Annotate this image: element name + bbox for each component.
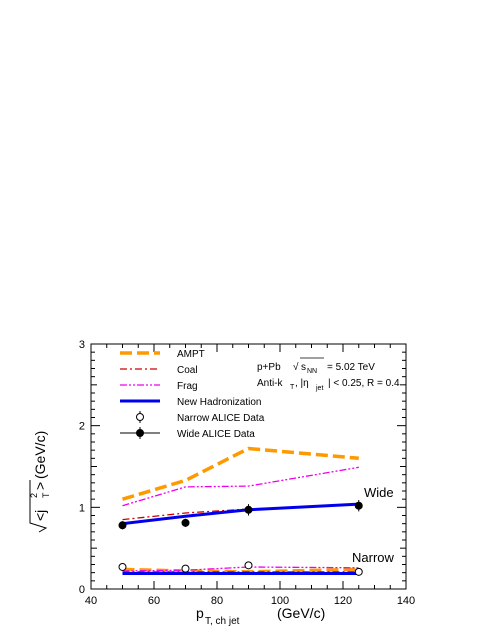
x-axis-title: p T, ch jet (GeV/c) bbox=[196, 605, 325, 627]
series-line-frag-wide bbox=[122, 466, 359, 507]
x-tick-label: 140 bbox=[397, 595, 415, 607]
point-narrow-data bbox=[244, 561, 253, 570]
y-axis-title: <j 2 T > (GeV/c) bbox=[29, 431, 51, 533]
legend-marker-narrow bbox=[136, 413, 144, 421]
legend-label-wide-data: Wide ALICE Data bbox=[177, 429, 255, 440]
legend-label-narrow-data: Narrow ALICE Data bbox=[177, 413, 265, 424]
point-narrow-data bbox=[118, 562, 127, 571]
jet-algo: Anti-k bbox=[257, 378, 284, 389]
x-tick-label: 60 bbox=[148, 595, 160, 607]
series-line-ampt-wide bbox=[121, 446, 359, 501]
point-wide-data bbox=[181, 518, 190, 527]
y-axis-title-sub: T bbox=[41, 492, 51, 498]
sqrt-symbol: √ bbox=[293, 361, 299, 373]
y-axis-title-sup: 2 bbox=[29, 493, 39, 498]
series-line-newhad-wide bbox=[122, 502, 359, 526]
eta-cond: | < 0.25, R = 0.4 bbox=[328, 378, 400, 389]
collision-label: p+Pb bbox=[257, 362, 281, 373]
point-wide-data bbox=[118, 521, 127, 530]
energy-s: s bbox=[301, 362, 306, 373]
jet-annotation: Anti-k T , |η jet | < 0.25, R = 0.4 bbox=[257, 378, 400, 392]
eta-sub: jet bbox=[315, 385, 323, 392]
jet-algo-sub: T bbox=[290, 384, 295, 391]
legend-label-frag: Frag bbox=[177, 381, 198, 392]
narrow-label: Narrow bbox=[352, 550, 395, 565]
legend-label-coal: Coal bbox=[177, 365, 198, 376]
x-tick-label: 120 bbox=[334, 595, 352, 607]
x-tick-label: 100 bbox=[271, 595, 289, 607]
point-narrow-data bbox=[354, 567, 363, 576]
y-axis-title-close: > bbox=[32, 482, 48, 490]
y-tick-label: 0 bbox=[79, 584, 85, 596]
data-points-layer bbox=[118, 499, 363, 576]
legend-marker-wide bbox=[136, 429, 144, 437]
x-tick-label: 80 bbox=[211, 595, 223, 607]
series-line-frag-narrow bbox=[122, 566, 359, 572]
y-axis-title-rad: <j bbox=[32, 510, 48, 521]
y-axis-sqrt-symbol bbox=[29, 480, 48, 533]
y-tick-label: 3 bbox=[79, 339, 85, 351]
y-tick-label: 2 bbox=[79, 421, 85, 433]
legend-label-ampt: AMPT bbox=[177, 349, 205, 360]
series-layer bbox=[121, 446, 359, 575]
energy-sub: NN bbox=[307, 368, 317, 375]
eta-sep: , |η bbox=[295, 378, 309, 389]
x-tick-label: 40 bbox=[85, 595, 97, 607]
y-axis-title-unit: (GeV/c) bbox=[32, 431, 48, 479]
x-axis-title-unit: (GeV/c) bbox=[277, 605, 325, 621]
legend: AMPT Coal Frag New Hadronization Narrow … bbox=[120, 349, 265, 440]
legend-label-new-hadronization: New Hadronization bbox=[177, 397, 262, 408]
point-wide-data bbox=[354, 501, 363, 510]
x-axis-title-sub: T, ch jet bbox=[205, 616, 240, 627]
collision-annotation: p+Pb √ s NN = 5.02 TeV bbox=[257, 357, 375, 375]
y-tick-label: 1 bbox=[79, 502, 85, 514]
point-narrow-data bbox=[181, 564, 190, 573]
point-wide-data bbox=[244, 505, 253, 514]
energy-value: = 5.02 TeV bbox=[327, 362, 375, 373]
x-axis-title-main: p bbox=[196, 605, 204, 621]
wide-label: Wide bbox=[364, 485, 394, 500]
axis-ticks: 40 60 80 100 120 140 0 1 2 3 bbox=[79, 339, 415, 607]
